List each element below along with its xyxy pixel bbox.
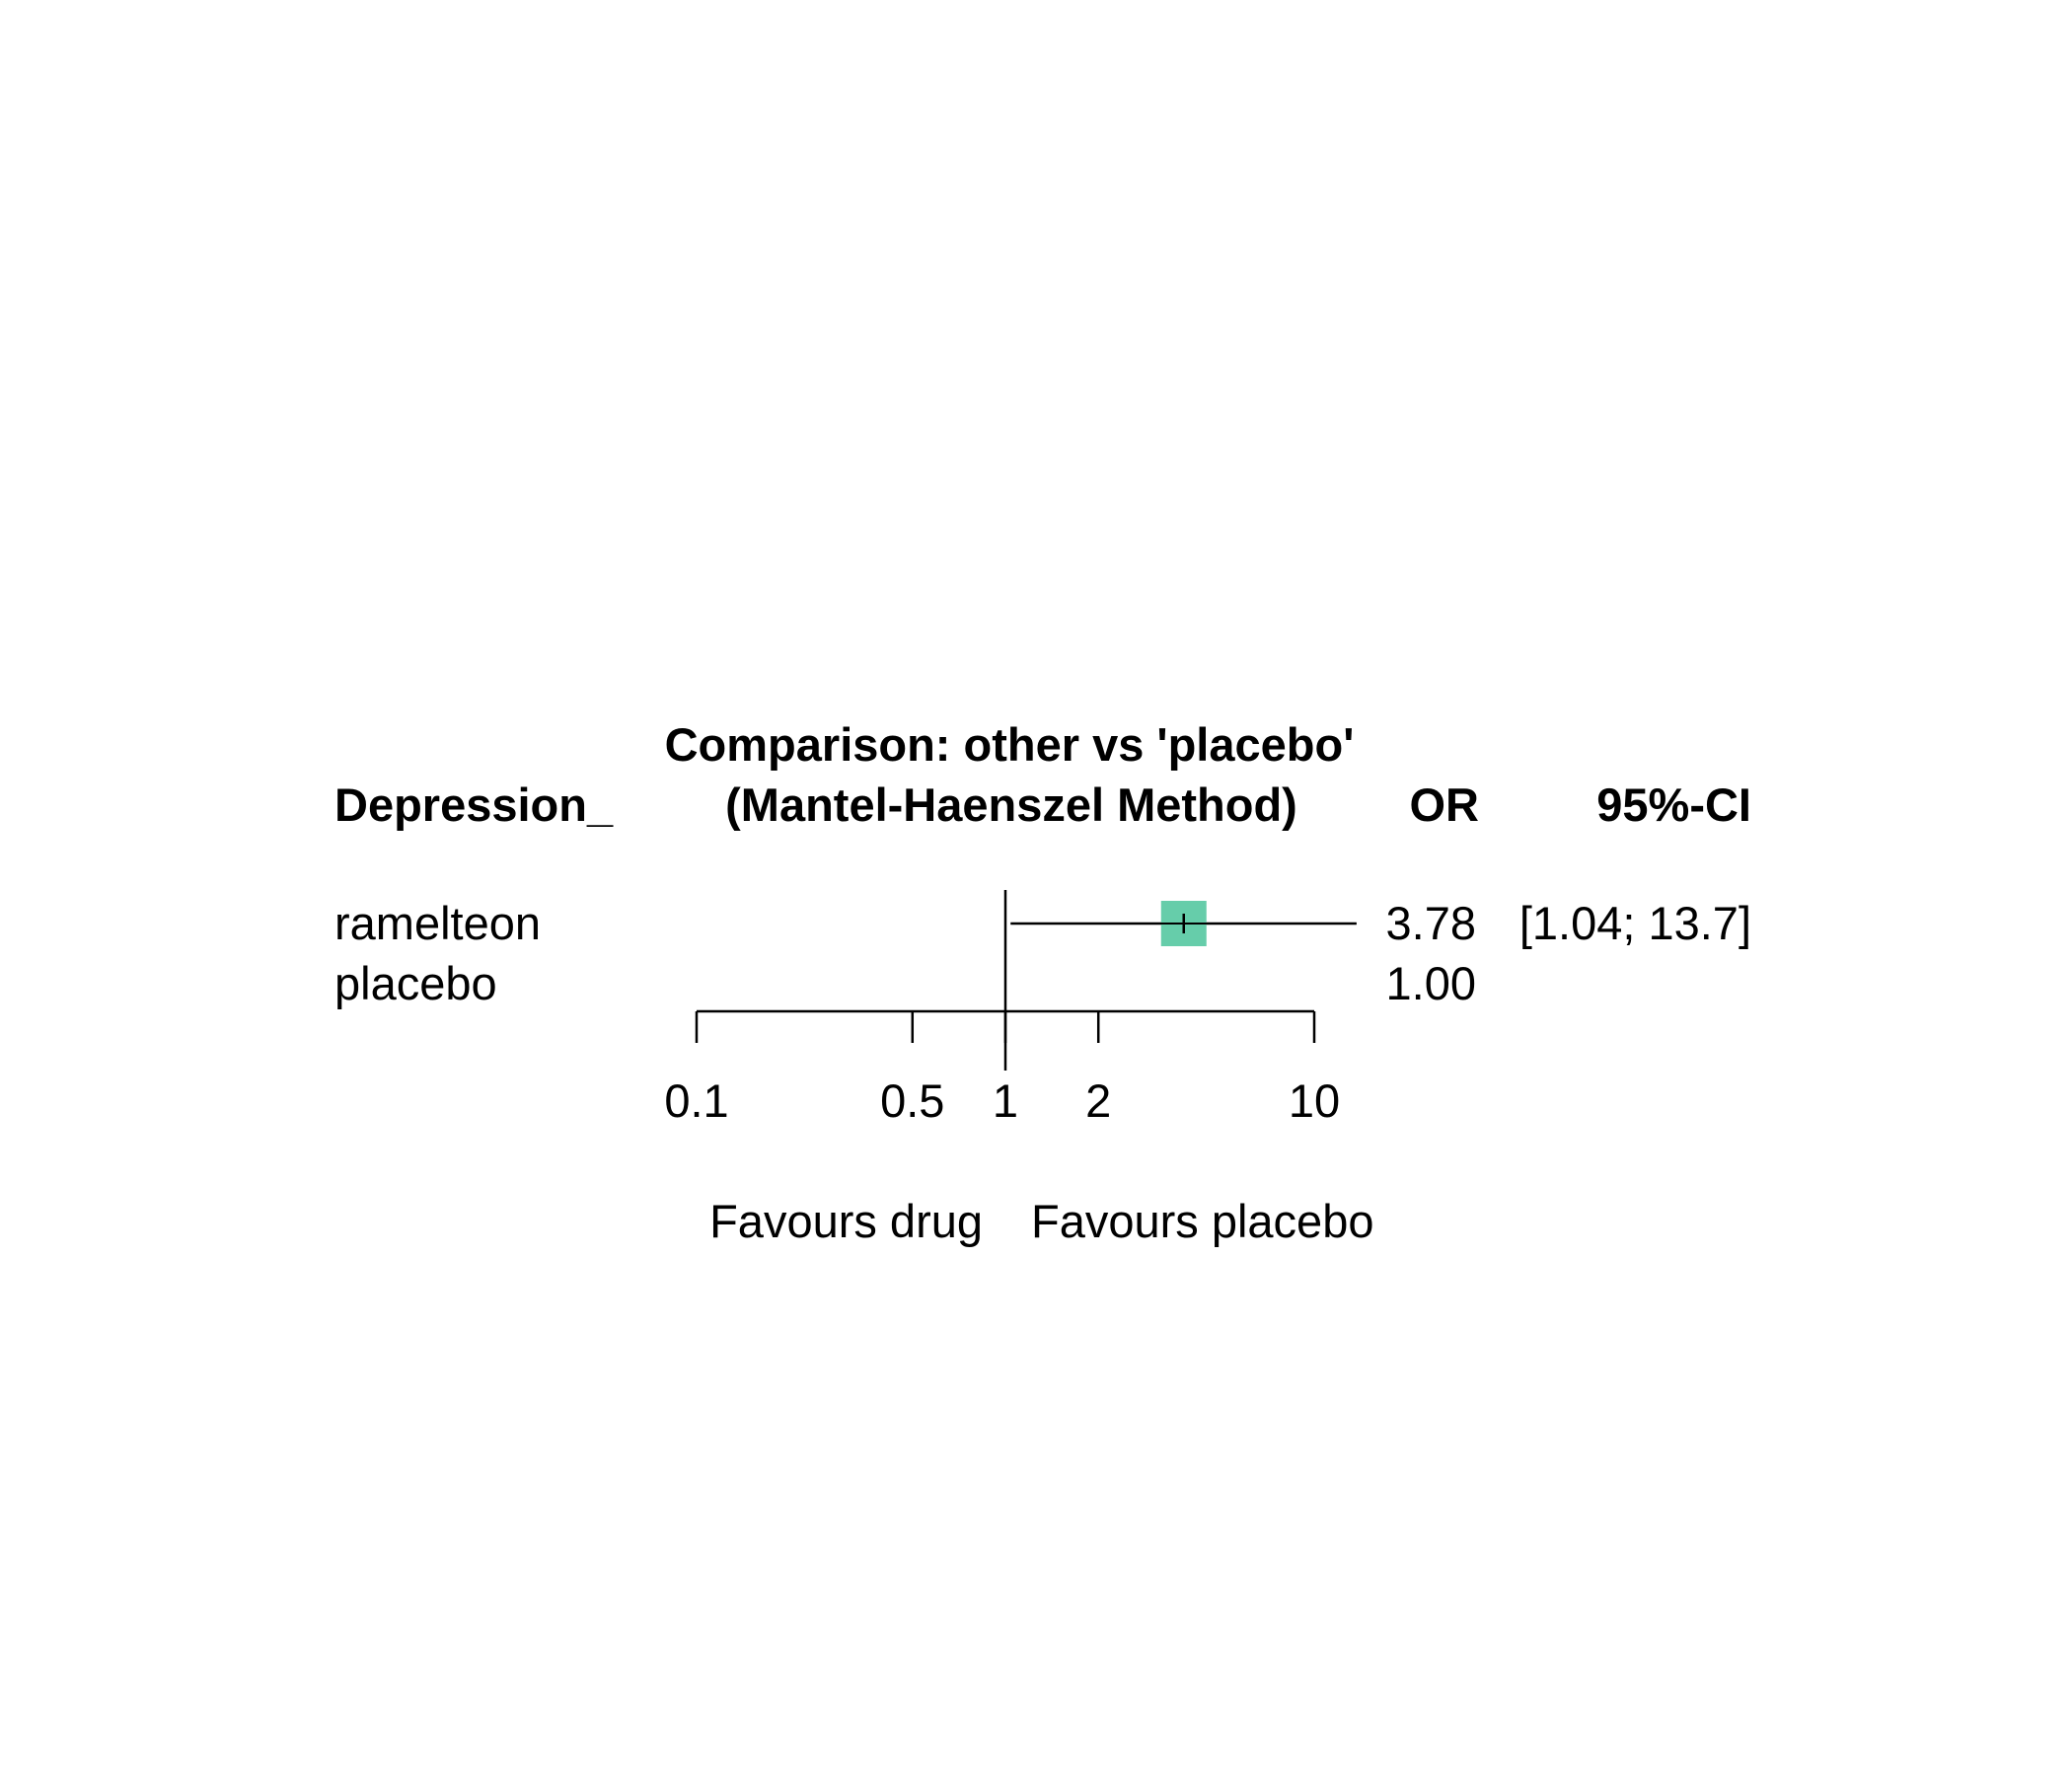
- x-tick-label: 1: [993, 1074, 1018, 1127]
- x-tick-label: 10: [1289, 1074, 1340, 1127]
- ci-value: [1.04; 13.7]: [1519, 897, 1751, 949]
- or-value: 3.78: [1386, 897, 1476, 949]
- ci-column-header: 95%-CI: [1596, 778, 1751, 831]
- x-tick-label: 2: [1085, 1074, 1111, 1127]
- forest-content: 0.1 0.5 1 2 10 ramelteon 3.78 [1.04; 13.7] place…: [334, 890, 1751, 1127]
- x-tick-label: 0.5: [880, 1074, 944, 1127]
- favours-left-label: Favours drug: [709, 1195, 983, 1247]
- chart-subtitle: (Mantel-Haenszel Method): [725, 778, 1297, 831]
- label-column-header: Depression_: [334, 778, 614, 831]
- study-label: placebo: [334, 957, 497, 1009]
- chart-title: Comparison: other vs 'placebo': [665, 718, 1355, 771]
- x-tick-label: 0.1: [664, 1074, 728, 1127]
- or-value: 1.00: [1386, 957, 1476, 1009]
- or-column-header: OR: [1410, 778, 1480, 831]
- study-label: ramelteon: [334, 897, 541, 949]
- favours-right-label: Favours placebo: [1031, 1195, 1373, 1247]
